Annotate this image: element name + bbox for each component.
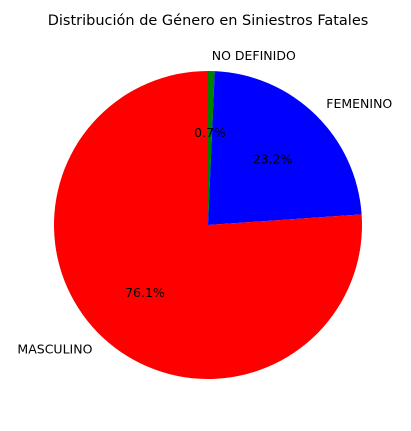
pie-slice-femenino [208, 71, 362, 226]
pie-slice-masculino [53, 71, 362, 380]
chart-title: Distribución de Género en Siniestros Fat… [48, 13, 369, 29]
pie-category-label: NO DEFINIDO [212, 48, 296, 63]
pie-percent-label: 0.7% [194, 125, 226, 140]
pie-labels: 0.7% NO DEFINIDO 23.2% FEMENINO 76.1% MASCULI… [17, 48, 392, 356]
pie-percent-label: 76.1% [125, 285, 165, 300]
pie-slices [53, 71, 362, 380]
pie-category-label: FEMENINO [326, 96, 392, 111]
pie-category-label: MASCULINO [17, 341, 92, 356]
pie-percent-label: 23.2% [253, 151, 293, 166]
pie-slice-no-definido [208, 71, 215, 225]
